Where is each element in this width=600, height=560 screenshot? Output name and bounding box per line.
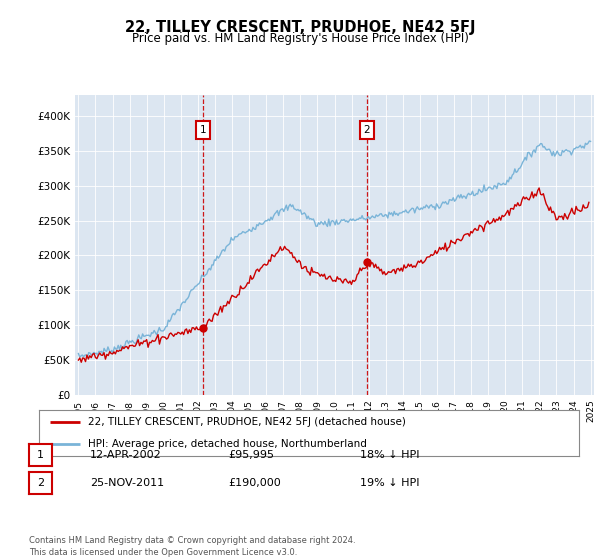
Text: 18% ↓ HPI: 18% ↓ HPI (360, 450, 419, 460)
Text: Price paid vs. HM Land Registry's House Price Index (HPI): Price paid vs. HM Land Registry's House … (131, 32, 469, 45)
Text: 2: 2 (37, 478, 44, 488)
Text: Contains HM Land Registry data © Crown copyright and database right 2024.
This d: Contains HM Land Registry data © Crown c… (29, 536, 355, 557)
Text: £190,000: £190,000 (228, 478, 281, 488)
Text: £95,995: £95,995 (228, 450, 274, 460)
Text: 1: 1 (199, 125, 206, 135)
Text: HPI: Average price, detached house, Northumberland: HPI: Average price, detached house, Nort… (88, 439, 367, 449)
Text: 22, TILLEY CRESCENT, PRUDHOE, NE42 5FJ: 22, TILLEY CRESCENT, PRUDHOE, NE42 5FJ (125, 20, 475, 35)
Text: 25-NOV-2011: 25-NOV-2011 (90, 478, 164, 488)
Text: 12-APR-2002: 12-APR-2002 (90, 450, 162, 460)
Text: 19% ↓ HPI: 19% ↓ HPI (360, 478, 419, 488)
Text: 1: 1 (37, 450, 44, 460)
Text: 22, TILLEY CRESCENT, PRUDHOE, NE42 5FJ (detached house): 22, TILLEY CRESCENT, PRUDHOE, NE42 5FJ (… (88, 417, 406, 427)
Text: 2: 2 (364, 125, 370, 135)
